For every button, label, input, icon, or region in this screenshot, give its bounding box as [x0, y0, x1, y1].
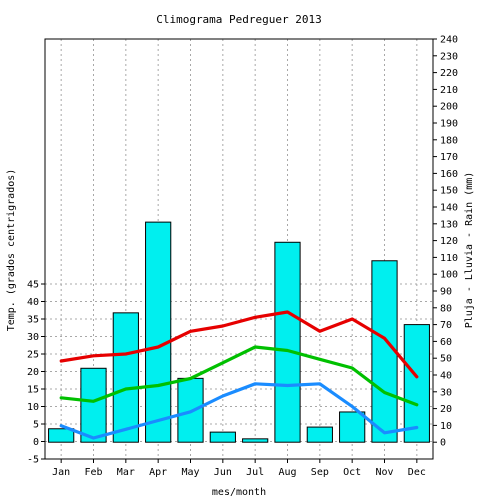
x-tick-label: Feb: [84, 467, 102, 478]
x-tick-label: Nov: [375, 467, 393, 478]
left-tick-label: -5: [27, 455, 39, 466]
plot-frame: [44, 38, 434, 460]
x-tick-label: Aug: [278, 467, 296, 478]
right-tick-label: 190: [440, 119, 458, 130]
x-tick-label: May: [181, 467, 199, 478]
left-tick-label: 0: [33, 437, 39, 448]
x-tick-label: Sep: [311, 467, 329, 478]
right-tick-label: 160: [440, 169, 458, 180]
rain-bar-oct: [339, 411, 366, 443]
right-tick-label: 50: [440, 354, 452, 365]
rain-bar-jul: [242, 438, 269, 443]
right-tick-label: 140: [440, 203, 458, 214]
series-line-max: [59, 310, 419, 379]
right-tick-label: 70: [440, 320, 452, 331]
right-tick-label: 0: [440, 438, 446, 449]
x-tick-label: Dec: [408, 467, 426, 478]
rain-bar-sep: [306, 426, 333, 443]
chart-title: Climograma Pedreguer 2013: [156, 13, 322, 26]
right-tick-label: 60: [440, 337, 452, 348]
tick-labels: -5 0 5 10 15 20 25 30 35 40 45 0 10 20 30 40 50 60 70 80 90 1…: [27, 35, 458, 479]
rain-bar-nov: [371, 260, 398, 443]
right-tick-label: 210: [440, 85, 458, 96]
left-tick-label: 20: [27, 367, 39, 378]
left-tick-label: 40: [27, 297, 39, 308]
rain-bar-jun: [209, 431, 236, 443]
right-tick-label: 20: [440, 404, 452, 415]
rain-bar-dec: [403, 324, 430, 443]
right-tick-label: 230: [440, 51, 458, 62]
right-tick-label: 130: [440, 219, 458, 230]
right-tick-label: 220: [440, 68, 458, 79]
series-line-min: [59, 382, 419, 440]
right-tick-label: 100: [440, 270, 458, 281]
rain-bar-jan: [48, 428, 75, 443]
right-axis-label: Pluja - Lluvia - Rain (mm): [464, 172, 475, 329]
left-tick-label: 10: [27, 402, 39, 413]
left-tick-label: 30: [27, 332, 39, 343]
rain-bar-apr: [145, 221, 172, 443]
series-line-mean: [59, 345, 419, 407]
right-tick-label: 30: [440, 387, 452, 398]
rain-bar-aug: [274, 241, 301, 443]
rain-bar-mar: [112, 312, 139, 443]
x-tick-label: Jun: [214, 467, 232, 478]
right-tick-label: 170: [440, 152, 458, 163]
x-tick-label: Jan: [52, 467, 70, 478]
left-tick-label: 45: [27, 280, 39, 291]
right-tick-label: 150: [440, 186, 458, 197]
right-tick-label: 200: [440, 102, 458, 113]
right-tick-label: 40: [440, 371, 452, 382]
x-tick-label: Oct: [343, 467, 361, 478]
left-tick-label: 25: [27, 350, 39, 361]
right-tick-label: 80: [440, 303, 452, 314]
grid: [45, 39, 433, 459]
right-tick-label: 90: [440, 287, 452, 298]
temperature-lines: [59, 310, 419, 440]
right-tick-label: 10: [440, 421, 452, 432]
rain-bar-feb: [80, 367, 107, 443]
right-tick-label: 240: [440, 35, 458, 46]
right-tick-label: 120: [440, 236, 458, 247]
right-tick-label: 180: [440, 135, 458, 146]
left-tick-label: 35: [27, 315, 39, 326]
x-tick-label: Apr: [149, 467, 167, 478]
left-tick-label: 15: [27, 385, 39, 396]
left-tick-label: 5: [33, 420, 39, 431]
x-tick-label: Jul: [246, 467, 264, 478]
rain-bars: [48, 221, 430, 443]
right-tick-label: 110: [440, 253, 458, 264]
left-axis-label: Temp. (grados centrigrados): [6, 169, 17, 332]
x-tick-label: Mar: [117, 467, 135, 478]
x-axis-label: mes/month: [212, 487, 266, 498]
